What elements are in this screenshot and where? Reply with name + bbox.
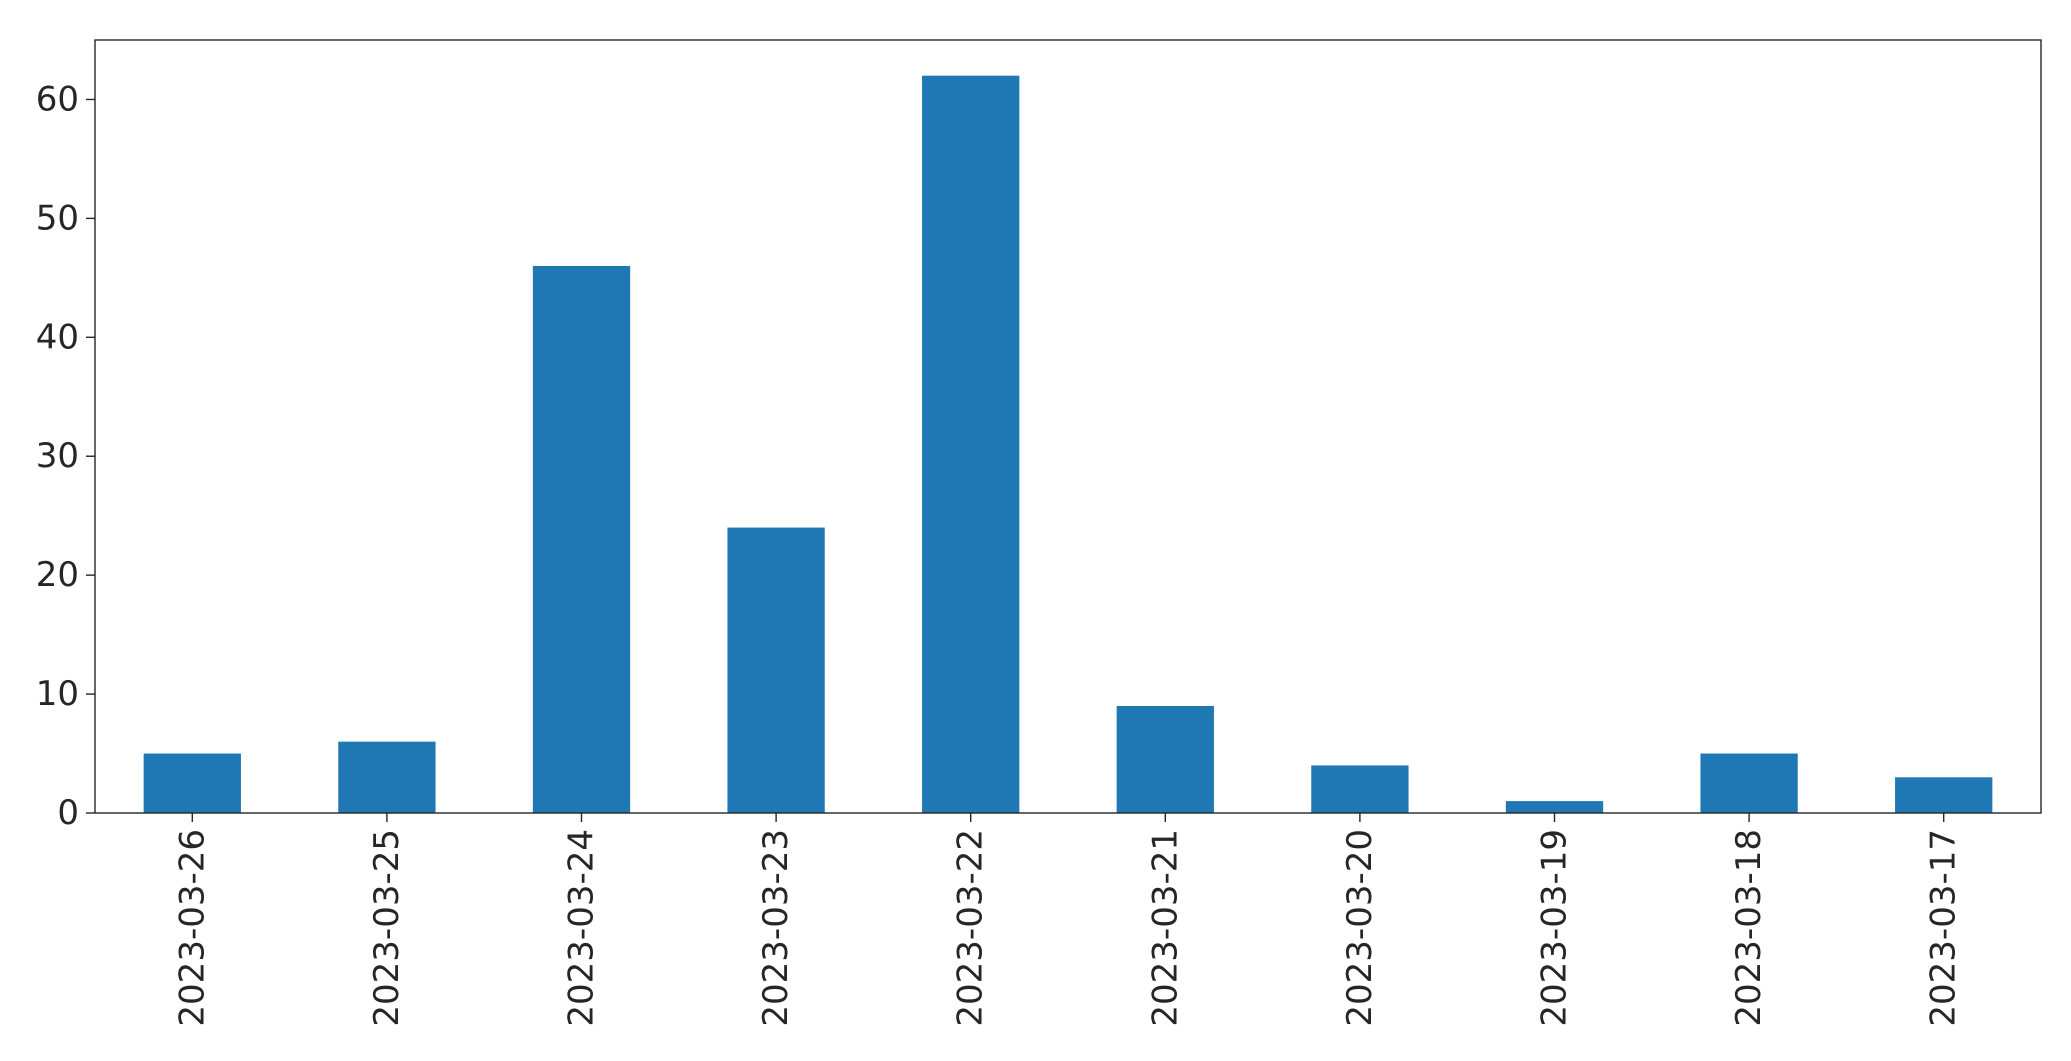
- bars-layer: [143, 75, 1993, 814]
- bar-2023-03-19: [1505, 801, 1604, 813]
- x-tick-label-2023-03-24: 2023-03-24: [562, 829, 602, 1027]
- x-tick-label-2023-03-23: 2023-03-23: [756, 829, 796, 1027]
- y-tick-label-50: 50: [36, 198, 79, 238]
- bar-2023-03-21: [1116, 705, 1214, 813]
- x-tick-label-2023-03-20: 2023-03-20: [1340, 829, 1380, 1027]
- bar-2023-03-24: [532, 265, 631, 813]
- y-tick-label-30: 30: [36, 436, 79, 476]
- x-tick-label-2023-03-17: 2023-03-17: [1924, 829, 1964, 1027]
- bar-2023-03-17: [1895, 777, 1993, 813]
- bar-2023-03-25: [338, 741, 436, 813]
- bar-2023-03-18: [1700, 753, 1798, 813]
- y-tick-label-0: 0: [57, 793, 79, 833]
- bar-2023-03-20: [1311, 765, 1409, 813]
- x-axis: 2023-03-26 2023-03-25 2023-03-24 2023-03-23…: [172, 813, 1964, 1027]
- x-tick-label-2023-03-18: 2023-03-18: [1729, 829, 1769, 1027]
- x-tick-label-2023-03-26: 2023-03-26: [172, 829, 212, 1027]
- bar-2023-03-26: [143, 753, 241, 813]
- x-tick-label-2023-03-25: 2023-03-25: [367, 829, 407, 1027]
- y-axis: 0 10 20 30 40 50 60: [36, 79, 95, 833]
- x-tick-label-2023-03-22: 2023-03-22: [951, 829, 991, 1027]
- y-tick-label-40: 40: [36, 317, 79, 357]
- y-tick-label-10: 10: [36, 674, 79, 714]
- y-tick-label-60: 60: [36, 79, 79, 119]
- x-tick-label-2023-03-21: 2023-03-21: [1145, 829, 1185, 1027]
- plot-area-frame: [94, 39, 2042, 814]
- x-tick-label-2023-03-19: 2023-03-19: [1535, 829, 1575, 1027]
- bar-2023-03-23: [727, 527, 825, 813]
- y-tick-label-20: 20: [36, 555, 79, 595]
- bar-2023-03-22: [922, 75, 1020, 814]
